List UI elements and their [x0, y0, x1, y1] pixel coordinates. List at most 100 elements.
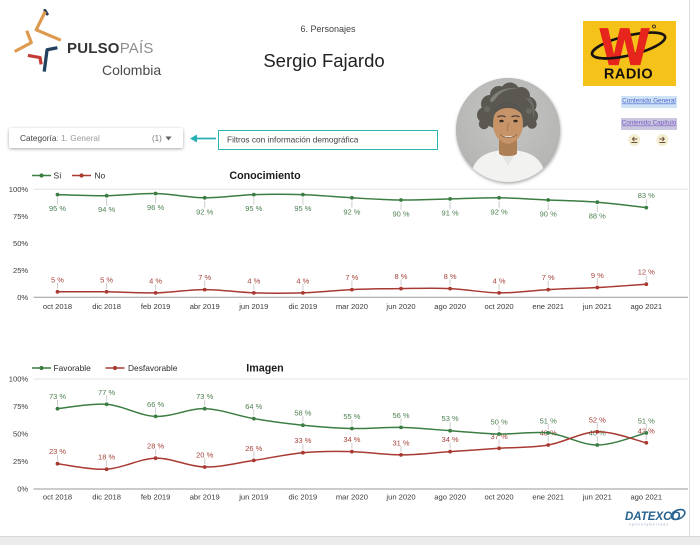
svg-text:jun 2019: jun 2019 — [238, 493, 268, 502]
svg-text:Contenido Capítulo: Contenido Capítulo — [622, 120, 677, 127]
svg-text:RADIO: RADIO — [604, 67, 653, 83]
svg-text:oct 2018: oct 2018 — [43, 302, 72, 311]
svg-text:95 %: 95 % — [245, 204, 262, 213]
svg-text:ago 2020: ago 2020 — [434, 493, 466, 502]
svg-text:jun 2020: jun 2020 — [385, 302, 415, 311]
svg-text:Categoría: 1. General: Categoría: 1. General — [20, 133, 100, 143]
svg-text:7 %: 7 % — [198, 273, 211, 282]
svg-text:Conocimiento: Conocimiento — [229, 170, 301, 182]
svg-text:7 %: 7 % — [345, 273, 358, 282]
svg-text:oct 2018: oct 2018 — [43, 493, 72, 502]
svg-text:8 %: 8 % — [444, 272, 457, 281]
svg-text:50%: 50% — [13, 239, 28, 248]
svg-text:75%: 75% — [13, 402, 28, 411]
svg-text:73 %: 73 % — [49, 392, 66, 401]
svg-text:4 %: 4 % — [296, 276, 309, 285]
svg-text:(1): (1) — [152, 134, 162, 143]
svg-text:92 %: 92 % — [343, 207, 360, 216]
svg-text:33 %: 33 % — [294, 436, 311, 445]
svg-text:4 %: 4 % — [149, 276, 162, 285]
svg-text:feb 2019: feb 2019 — [141, 493, 171, 502]
svg-text:66 %: 66 % — [147, 400, 164, 409]
svg-text:dic 2019: dic 2019 — [289, 493, 318, 502]
svg-text:92 %: 92 % — [491, 207, 508, 216]
svg-text:ago 2020: ago 2020 — [434, 302, 466, 311]
svg-text:4 %: 4 % — [493, 276, 506, 285]
svg-text:34 %: 34 % — [442, 435, 459, 444]
svg-text:34 %: 34 % — [343, 435, 360, 444]
svg-text:52 %: 52 % — [589, 415, 606, 424]
svg-text:12 %: 12 % — [638, 268, 655, 277]
svg-text:oct 2020: oct 2020 — [485, 493, 514, 502]
svg-text:abr 2019: abr 2019 — [190, 493, 220, 502]
svg-text:o p i n i ó n y m e r c a d: o p i n i ó n y m e r c a d o — [629, 523, 668, 527]
svg-text:28 %: 28 % — [147, 442, 164, 451]
svg-text:73 %: 73 % — [196, 392, 213, 401]
svg-text:100%: 100% — [9, 375, 29, 384]
svg-text:25%: 25% — [13, 266, 28, 275]
svg-text:91 %: 91 % — [442, 208, 459, 217]
svg-text:25%: 25% — [13, 457, 28, 466]
svg-text:9 %: 9 % — [591, 271, 604, 280]
svg-text:64 %: 64 % — [245, 402, 262, 411]
svg-text:77 %: 77 % — [98, 388, 115, 397]
svg-text:88 %: 88 % — [589, 212, 606, 221]
svg-text:50 %: 50 % — [491, 418, 508, 427]
svg-text:8 %: 8 % — [395, 272, 408, 281]
svg-text:26 %: 26 % — [245, 444, 262, 453]
svg-text:51 %: 51 % — [540, 416, 557, 425]
svg-text:7 %: 7 % — [542, 273, 555, 282]
svg-text:jun 2021: jun 2021 — [582, 302, 612, 311]
svg-text:95 %: 95 % — [49, 204, 66, 213]
svg-text:4 %: 4 % — [247, 276, 260, 285]
svg-text:jun 2019: jun 2019 — [238, 302, 268, 311]
svg-text:31 %: 31 % — [392, 438, 409, 447]
svg-text:oct 2020: oct 2020 — [485, 302, 514, 311]
svg-text:dic 2018: dic 2018 — [92, 302, 121, 311]
svg-text:20 %: 20 % — [196, 451, 213, 460]
svg-text:0%: 0% — [17, 485, 28, 494]
svg-text:ene 2021: ene 2021 — [532, 302, 564, 311]
svg-text:37 %: 37 % — [491, 432, 508, 441]
svg-text:50%: 50% — [13, 430, 28, 439]
svg-text:Imagen: Imagen — [246, 363, 283, 375]
svg-text:W: W — [600, 21, 650, 77]
svg-text:ago 2021: ago 2021 — [630, 302, 662, 311]
svg-text:0%: 0% — [17, 293, 28, 302]
svg-text:ago 2021: ago 2021 — [630, 493, 662, 502]
svg-text:dic 2018: dic 2018 — [92, 493, 121, 502]
svg-text:96 %: 96 % — [147, 203, 164, 212]
svg-text:DATEXCO: DATEXCO — [625, 511, 680, 523]
svg-text:42 %: 42 % — [638, 426, 655, 435]
svg-text:jun 2021: jun 2021 — [582, 493, 612, 502]
svg-text:53 %: 53 % — [442, 414, 459, 423]
svg-text:58 %: 58 % — [294, 409, 311, 418]
svg-text:dic 2019: dic 2019 — [289, 302, 318, 311]
svg-text:mar 2020: mar 2020 — [336, 493, 368, 502]
svg-text:51 %: 51 % — [638, 416, 655, 425]
svg-text:abr 2019: abr 2019 — [190, 302, 220, 311]
svg-text:Sí: Sí — [54, 171, 63, 181]
svg-text:95 %: 95 % — [294, 204, 311, 213]
svg-text:94 %: 94 % — [98, 205, 115, 214]
svg-text:Contenido General: Contenido General — [622, 98, 676, 105]
svg-text:100%: 100% — [9, 185, 29, 194]
svg-text:56 %: 56 % — [392, 411, 409, 420]
svg-text:mar 2020: mar 2020 — [336, 302, 368, 311]
svg-text:92 %: 92 % — [196, 207, 213, 216]
svg-text:ene 2021: ene 2021 — [532, 493, 564, 502]
svg-text:feb 2019: feb 2019 — [141, 302, 171, 311]
svg-text:55 %: 55 % — [343, 412, 360, 421]
svg-text:83 %: 83 % — [638, 191, 655, 200]
svg-text:75%: 75% — [13, 212, 28, 221]
svg-text:5 %: 5 % — [51, 275, 64, 284]
svg-text:90 %: 90 % — [540, 210, 557, 219]
svg-text:18 %: 18 % — [98, 453, 115, 462]
svg-text:5 %: 5 % — [100, 275, 113, 284]
svg-text:23 %: 23 % — [49, 447, 66, 456]
svg-text:Filtros con información demogr: Filtros con información demográfica — [227, 135, 359, 145]
svg-text:Favorable: Favorable — [54, 363, 92, 373]
svg-text:jun 2020: jun 2020 — [385, 493, 415, 502]
svg-text:No: No — [95, 171, 106, 181]
svg-text:Desfavorable: Desfavorable — [128, 363, 178, 373]
